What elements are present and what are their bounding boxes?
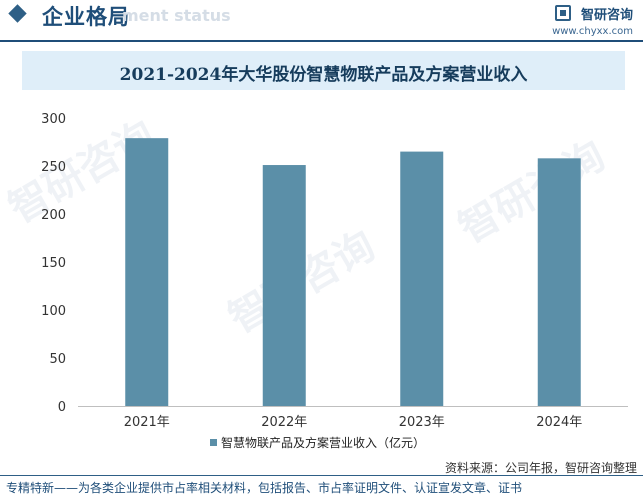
y-tick-label: 50 <box>49 352 66 367</box>
x-tick-label: 2024年 <box>536 415 582 430</box>
y-tick-label: 100 <box>41 304 66 319</box>
section-subtitle: ment status <box>122 6 231 25</box>
brand-name: 智研咨询 <box>580 8 633 23</box>
bar-2 <box>400 151 444 406</box>
legend-swatch <box>210 439 217 446</box>
x-tick-label: 2022年 <box>261 415 307 430</box>
chart-title-band: 2021-2024年大华股份智慧物联产品及方案营业收入 <box>22 51 625 90</box>
legend-label: 智慧物联产品及方案营业收入（亿元） <box>221 435 425 450</box>
x-tick-label: 2021年 <box>124 415 170 430</box>
header-divider <box>0 40 643 42</box>
chart-title: 2021-2024年大华股份智慧物联产品及方案营业收入 <box>119 65 528 85</box>
header: 企业格局 ment status 智研咨询 www.chyxx.com <box>0 0 643 37</box>
source-note: 资料来源：公司年报，智研咨询整理 <box>444 461 637 475</box>
brand-url: www.chyxx.com <box>552 26 633 37</box>
bar-3 <box>537 158 581 406</box>
brand-logo-icon <box>555 5 571 21</box>
y-axis: 0 50 100 150 200 250 300 <box>41 112 66 415</box>
y-tick-label: 0 <box>58 400 66 415</box>
legend: 智慧物联产品及方案营业收入（亿元） <box>210 435 425 450</box>
footer-note: 专精特新——为各类企业提供市占率相关材料，包括报告、市占率证明文件、认证宣发文章… <box>6 481 523 495</box>
y-tick-label: 200 <box>41 208 66 223</box>
y-tick-label: 150 <box>41 256 66 271</box>
bar-1 <box>262 165 306 406</box>
section-title: 企业格局 <box>42 5 130 29</box>
y-tick-label: 250 <box>41 160 66 175</box>
y-tick-label: 300 <box>41 112 66 127</box>
bar-0 <box>125 138 169 406</box>
footer-divider <box>0 475 643 476</box>
bars <box>125 138 581 406</box>
x-axis: 2021年 2022年 2023年 2024年 <box>124 415 583 430</box>
x-tick-label: 2023年 <box>399 415 445 430</box>
